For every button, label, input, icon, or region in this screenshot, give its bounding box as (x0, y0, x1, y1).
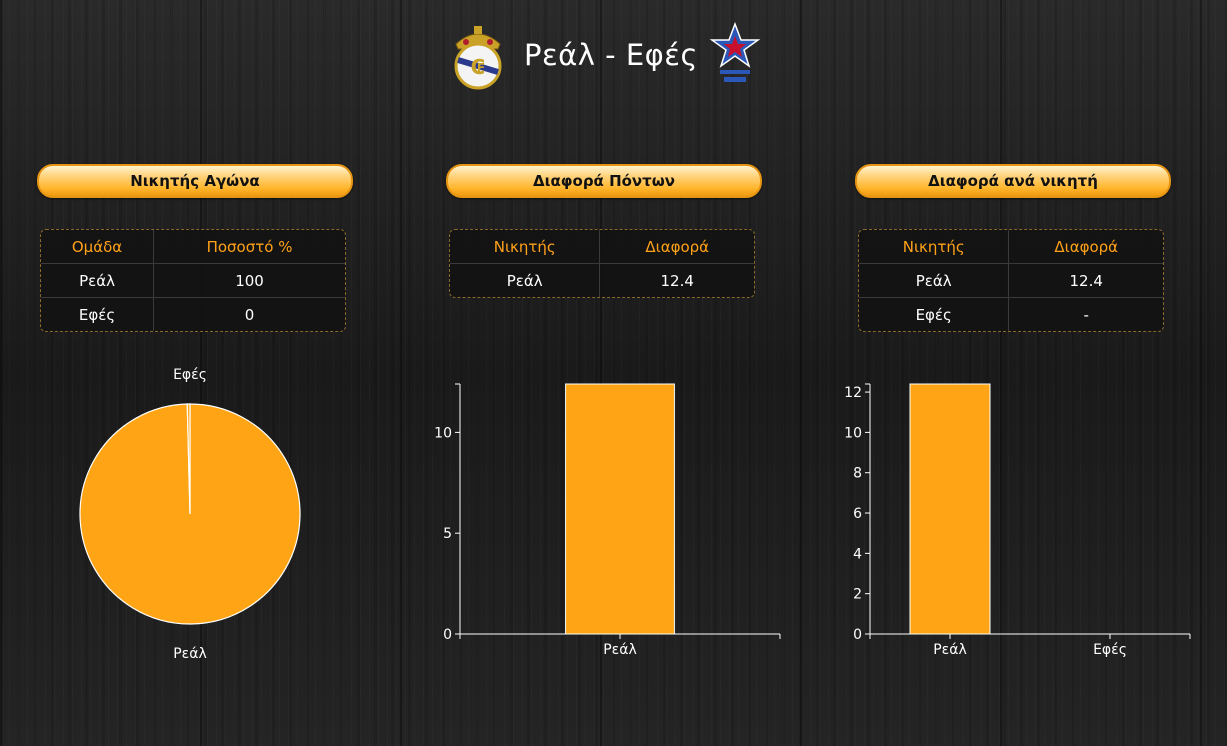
y-tick-label: 6 (853, 506, 862, 522)
y-tick-label: 0 (443, 627, 452, 643)
table-header-row: Νικητής Διαφορά (450, 230, 754, 264)
column-header: Νικητής (859, 230, 1010, 264)
table-cell: Ρεάλ (450, 263, 601, 297)
difference-per-winner-bar-chart: 0 2 4 6 8 10 12 Ρεάλ Εφές (844, 383, 1191, 658)
x-tick-label: Εφές (1093, 642, 1127, 658)
page-title: Ρεάλ - Εφές (524, 38, 698, 72)
table-header-row: Νικητής Διαφορά (859, 230, 1163, 264)
y-tick-label: 4 (853, 546, 862, 562)
page-header: C F Ρεάλ - Εφές (0, 20, 1227, 92)
y-tick-label: 5 (443, 526, 452, 542)
efes-star-icon (709, 22, 761, 82)
table-header-row: Ομάδα Ποσοστό % (41, 230, 345, 264)
column-header: Διαφορά (1008, 230, 1163, 264)
table-cell: - (1008, 297, 1163, 331)
table-cell: Εφές (41, 297, 155, 331)
table-cell: 100 (153, 263, 345, 298)
table-row: Ρεάλ 12.4 (450, 263, 754, 297)
table-cell: Ρεάλ (859, 263, 1010, 298)
svg-text:C: C (471, 55, 486, 79)
table-cell: 0 (153, 297, 345, 331)
table-cell: 12.4 (599, 263, 754, 297)
points-difference-table: Νικητής Διαφορά Ρεάλ 12.4 (449, 229, 755, 298)
table-cell: Εφές (859, 297, 1010, 331)
column-header: Διαφορά (599, 230, 754, 264)
svg-text:F: F (477, 61, 485, 75)
y-tick-label: 12 (844, 385, 862, 401)
bar (909, 383, 991, 635)
match-winner-table: Ομάδα Ποσοστό % Ρεάλ 100 Εφές 0 (40, 229, 346, 332)
table-cell: Ρεάλ (41, 263, 155, 298)
y-tick-label: 0 (853, 627, 862, 643)
difference-per-winner-button[interactable]: Διαφορά ανά νικητή (855, 164, 1171, 198)
table-row: Εφές 0 (41, 297, 345, 331)
match-winner-button[interactable]: Νικητής Αγώνα (37, 164, 353, 198)
bar (565, 383, 675, 635)
points-difference-bar-chart: 0 5 10 Ρεάλ (434, 383, 781, 658)
table-row: Ρεάλ 12.4 (859, 263, 1163, 298)
column-header: Ποσοστό % (153, 230, 345, 264)
pie-label: Ρεάλ (173, 646, 207, 662)
table-row: Ρεάλ 100 (41, 263, 345, 298)
x-tick-label: Ρεάλ (933, 642, 967, 658)
y-tick-label: 8 (853, 466, 862, 482)
y-tick-label: 10 (434, 425, 452, 441)
column-header: Νικητής (450, 230, 601, 264)
column-header: Ομάδα (41, 230, 155, 264)
real-madrid-crest-icon: C F (454, 26, 502, 90)
y-tick-label: 2 (853, 587, 862, 603)
match-winner-pie-chart: Εφές Ρεάλ (79, 367, 301, 662)
y-tick-label: 10 (844, 425, 862, 441)
x-tick-label: Ρεάλ (603, 642, 637, 658)
pie-label: Εφές (173, 367, 207, 383)
table-cell: 12.4 (1008, 263, 1163, 298)
points-difference-button[interactable]: Διαφορά Πόντων (446, 164, 762, 198)
difference-per-winner-table: Νικητής Διαφορά Ρεάλ 12.4 Εφές - (858, 229, 1164, 332)
pie-slice (186, 403, 191, 515)
table-row: Εφές - (859, 297, 1163, 331)
